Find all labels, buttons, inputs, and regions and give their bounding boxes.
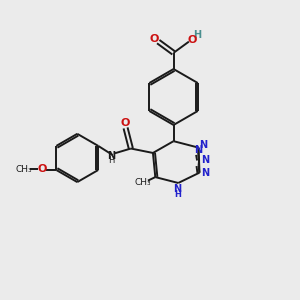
Text: H: H bbox=[108, 156, 114, 165]
Text: N: N bbox=[199, 140, 207, 150]
Text: N: N bbox=[107, 151, 115, 160]
Text: H: H bbox=[174, 190, 181, 199]
Text: H: H bbox=[193, 30, 201, 40]
Text: N: N bbox=[174, 184, 182, 194]
Text: O: O bbox=[150, 34, 159, 44]
Text: N: N bbox=[194, 145, 202, 154]
Text: CH₃: CH₃ bbox=[135, 178, 151, 187]
Text: N: N bbox=[201, 168, 209, 178]
Text: N: N bbox=[201, 155, 209, 165]
Text: O: O bbox=[188, 35, 197, 45]
Text: O: O bbox=[121, 118, 130, 128]
Text: O: O bbox=[38, 164, 47, 174]
Text: CH₃: CH₃ bbox=[15, 165, 32, 174]
